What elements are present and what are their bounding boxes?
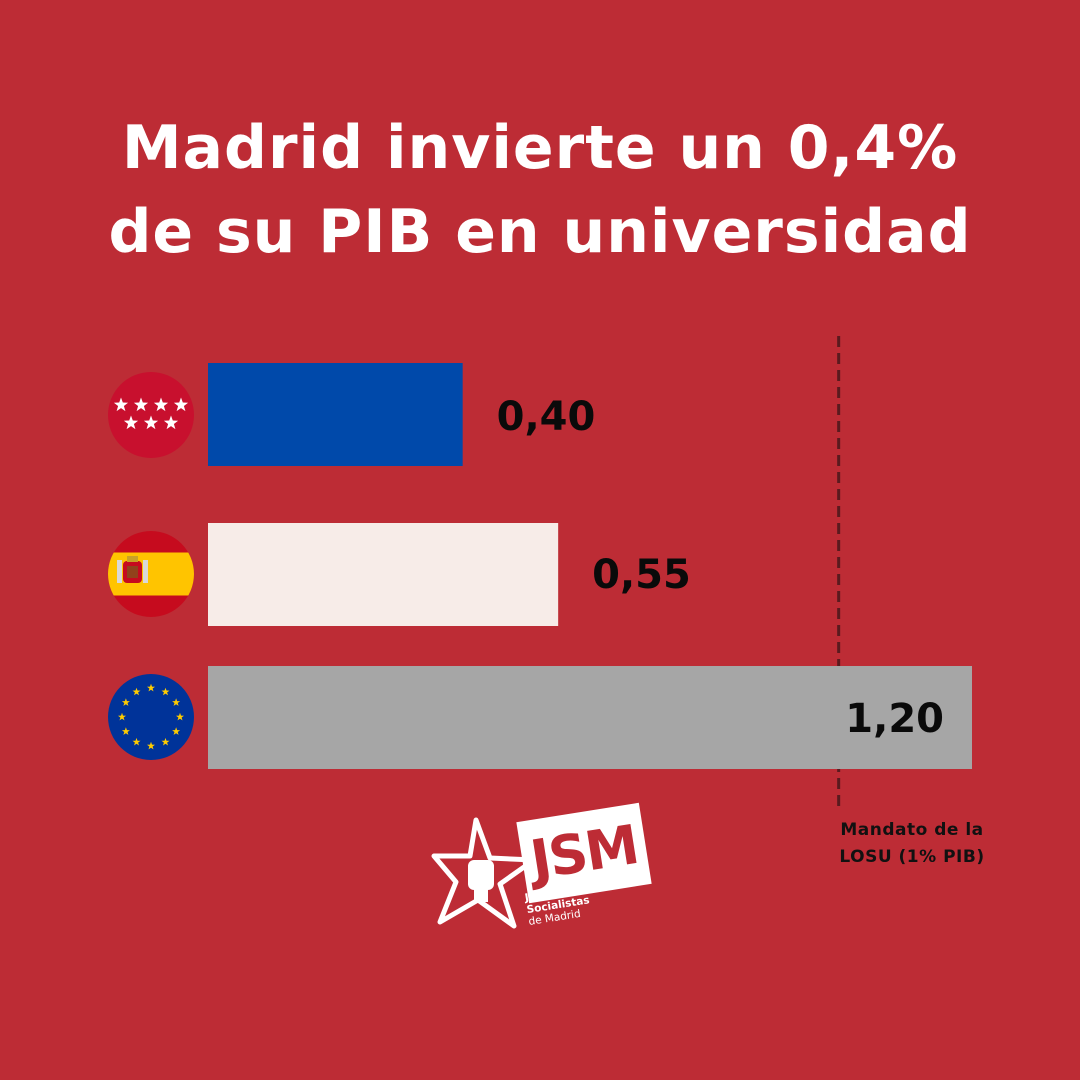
- jsm-logo: JSM Juventudes Socialistas de Madrid: [430, 802, 660, 938]
- value-label-european-union: 1,20: [845, 696, 944, 742]
- flag-comunidad-de-madrid-icon: [108, 372, 194, 458]
- bar-european-union: [208, 666, 972, 769]
- value-label-comunidad-de-madrid: 0,40: [497, 394, 596, 440]
- eu-star-icon: [121, 698, 130, 706]
- eu-star-icon: [161, 737, 170, 746]
- flag-european-union-icon: [108, 674, 194, 760]
- bar-spain: [208, 523, 559, 626]
- eu-star-icon: [172, 727, 181, 735]
- eu-star-icon: [132, 737, 141, 746]
- bar-comunidad-de-madrid: [208, 363, 463, 466]
- eu-star-icon: [121, 727, 130, 735]
- star-fist-icon: [431, 817, 537, 929]
- eu-star-icon: [147, 741, 155, 750]
- eu-star-icon: [118, 712, 126, 721]
- chart-title: Madrid invierte un 0,4% de su PIB en uni…: [108, 113, 972, 267]
- reference-line-label: Mandato de la LOSU (1% PIB): [839, 820, 985, 867]
- eu-star-icon: [172, 698, 181, 706]
- flag-spain-icon: [108, 531, 194, 617]
- eu-star-icon: [176, 712, 184, 721]
- eu-star-icon: [147, 683, 155, 692]
- eu-star-icon: [132, 687, 141, 696]
- eu-star-icon: [161, 687, 170, 696]
- value-label-spain: 0,55: [592, 552, 691, 598]
